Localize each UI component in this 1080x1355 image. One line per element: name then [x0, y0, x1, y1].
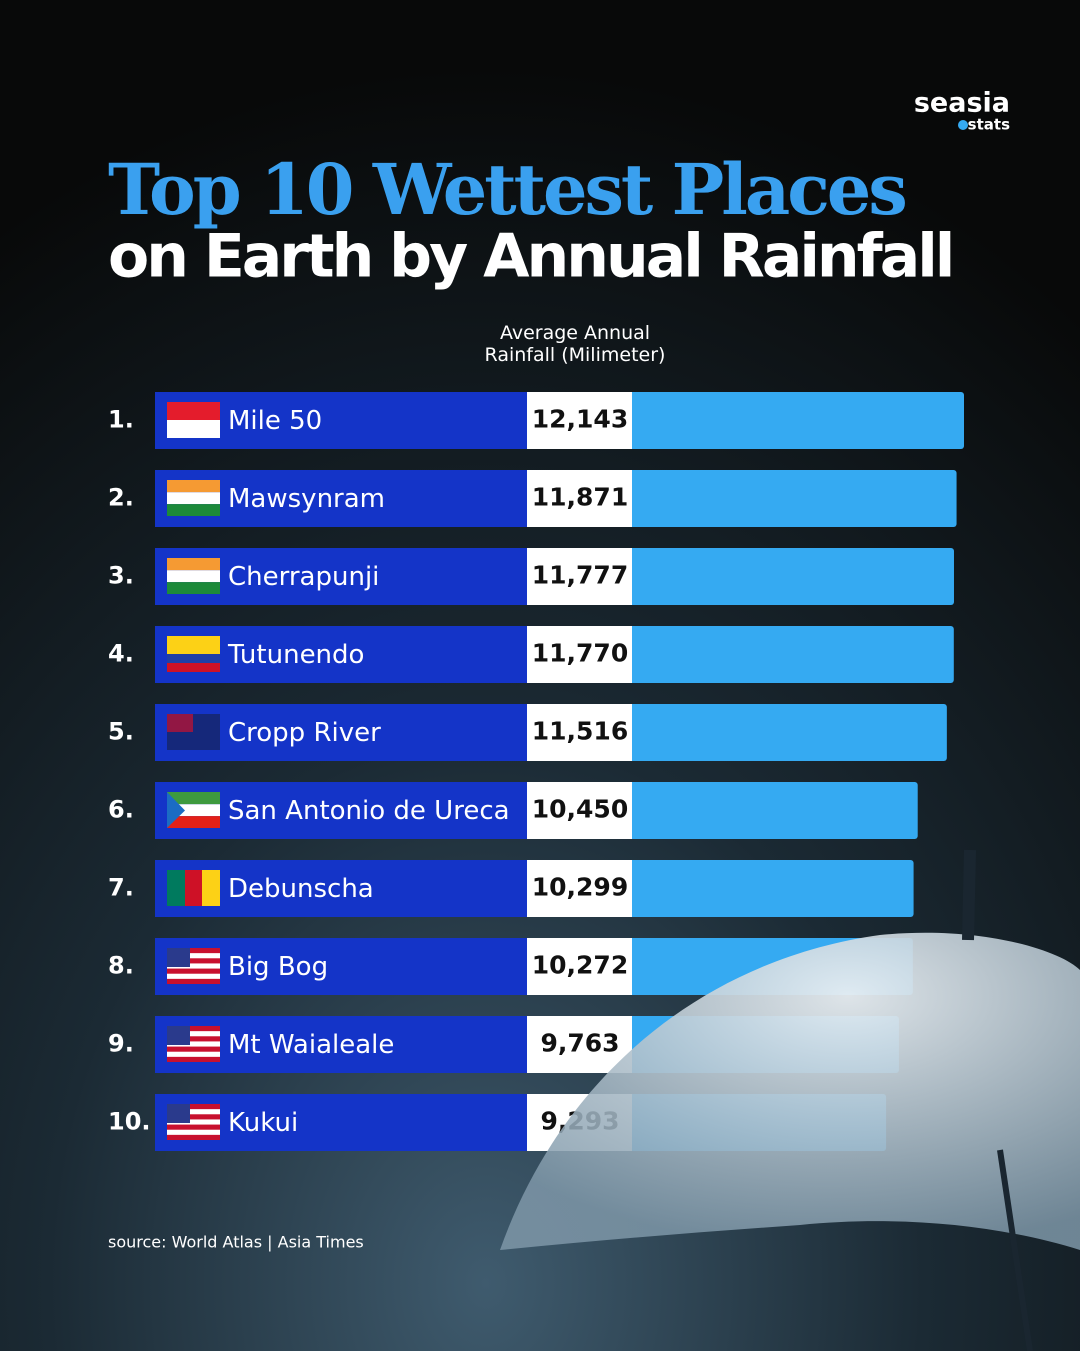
value-label: 10,299: [532, 873, 628, 902]
flag-canton: [167, 1026, 190, 1045]
flag-stripe: [167, 1134, 220, 1140]
value-axis-label: Average Annual Rainfall (Milimeter): [484, 322, 666, 366]
flag-stripe: [167, 558, 220, 571]
value-box: [527, 1016, 632, 1073]
title: Top 10 Wettest Places: [108, 148, 905, 231]
flag-stripe: [167, 663, 220, 672]
category-label: Mt Waialeale: [228, 1030, 394, 1060]
umbrella: [500, 932, 1080, 1250]
flag-stripe: [167, 492, 220, 505]
value-label: 10,450: [532, 795, 628, 824]
value-box: [527, 938, 632, 995]
bar: [628, 704, 947, 761]
value-box: [527, 782, 632, 839]
flag-stripe: [167, 1046, 220, 1052]
bar: [628, 782, 918, 839]
rank: 6.: [108, 796, 134, 824]
value-label: 11,516: [532, 717, 628, 746]
flag-stripe: [167, 870, 185, 906]
flag-stripe: [167, 480, 220, 493]
flag-stripe: [167, 1114, 220, 1120]
subtitle: on Earth by Annual Rainfall: [108, 222, 952, 292]
category-label: Mawsynram: [228, 484, 385, 514]
brand-dot: [958, 120, 968, 130]
value-box: [527, 626, 632, 683]
flag-stripe: [185, 870, 202, 906]
value-label: 10,272: [532, 951, 628, 980]
flag-stripe: [167, 816, 220, 828]
flag-stripe: [167, 582, 220, 594]
rank: 7.: [108, 874, 134, 902]
flag-stripe: [167, 804, 220, 817]
value-box: [527, 470, 632, 527]
rank: 4.: [108, 640, 134, 668]
flag-stripe: [167, 1124, 220, 1130]
flag-stripe: [167, 654, 220, 663]
axis-label-box: Average Annual Rainfall (Milimeter): [484, 322, 666, 366]
category-label: Tutunendo: [227, 640, 364, 670]
flag-stripe: [167, 1036, 220, 1042]
value-label: 11,871: [532, 483, 628, 512]
umbrella-tip: [962, 849, 976, 941]
category-label: Big Bog: [228, 952, 328, 982]
value-box: [527, 704, 632, 761]
flag-stripe: [167, 636, 220, 654]
value-label: 12,143: [532, 405, 628, 434]
rank: 9.: [108, 1030, 134, 1058]
bar: [628, 548, 954, 605]
flag-stripe: [167, 1026, 220, 1032]
rank: 5.: [108, 718, 134, 746]
category-label: Cropp River: [228, 718, 381, 748]
value-label: 11,777: [532, 561, 628, 590]
category-label: Mile 50: [228, 406, 322, 436]
category-label: Kukui: [228, 1108, 298, 1138]
category-label: San Antonio de Ureca: [228, 796, 510, 826]
flag-stripe: [167, 570, 220, 583]
brand-name: seasia: [914, 88, 1010, 119]
source: source: World Atlas | Asia Times: [108, 1233, 364, 1252]
flag-stripe: [167, 958, 220, 964]
bar: [628, 392, 964, 449]
flag-stripe: [167, 420, 220, 438]
bar: [628, 860, 914, 917]
value-label: 9,763: [540, 1029, 619, 1058]
flag-stripe: [167, 1056, 220, 1062]
flag-stripe: [167, 792, 185, 828]
value-label: 11,770: [532, 639, 628, 668]
rank: 3.: [108, 562, 134, 590]
flag-stripe: [167, 792, 220, 805]
flag-stripe: [167, 402, 220, 420]
category-label: Debunscha: [228, 874, 374, 904]
rank: 1.: [108, 406, 134, 434]
flag-stripe: [167, 948, 220, 954]
flag-canton: [167, 948, 190, 967]
flag-canton: [167, 1104, 190, 1123]
value-box: [527, 548, 632, 605]
umbrella-shaft: [997, 1149, 1033, 1352]
flag-stripe: [167, 1104, 220, 1110]
brand-tag: stats: [968, 116, 1010, 134]
rank: 2.: [108, 484, 134, 512]
bar: [628, 626, 954, 683]
value-box: [527, 860, 632, 917]
flag-stripe: [167, 978, 220, 984]
bar: [628, 470, 957, 527]
flag-stripe: [167, 968, 220, 974]
value-box: [527, 392, 632, 449]
rank: 10.: [108, 1108, 151, 1136]
category-label: Cherrapunji: [228, 562, 379, 592]
rank: 8.: [108, 952, 134, 980]
flag-canton: [167, 714, 193, 732]
flag-stripe: [167, 504, 220, 516]
